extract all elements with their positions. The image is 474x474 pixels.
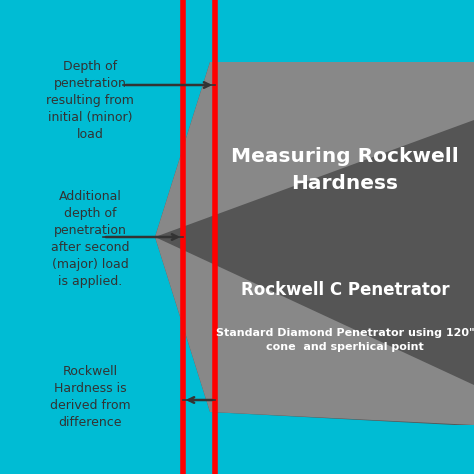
Text: Depth of
penetration
resulting from
initial (minor)
load: Depth of penetration resulting from init… <box>46 60 134 141</box>
Text: Rockwell C Penetrator: Rockwell C Penetrator <box>241 281 449 299</box>
Polygon shape <box>155 237 474 425</box>
Polygon shape <box>155 62 474 425</box>
Text: Rockwell
Hardness is
derived from
difference: Rockwell Hardness is derived from differ… <box>50 365 130 429</box>
Polygon shape <box>155 62 474 237</box>
Text: Measuring Rockwell
Hardness: Measuring Rockwell Hardness <box>231 147 459 193</box>
Text: Standard Diamond Penetrator using 120"
cone  and sperhical point: Standard Diamond Penetrator using 120" c… <box>216 328 474 352</box>
Text: Additional
depth of
penetration
after second
(major) load
is applied.: Additional depth of penetration after se… <box>51 190 129 288</box>
